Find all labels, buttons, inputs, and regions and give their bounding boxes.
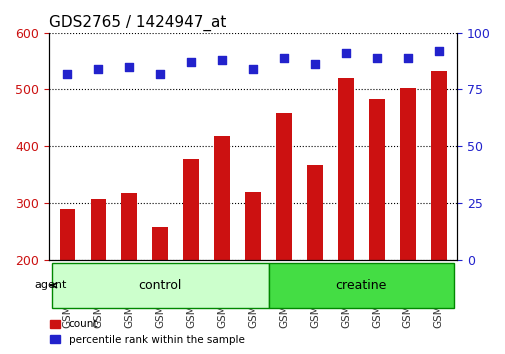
Point (63, 71, 71, 76)
Bar (307, 165, 322, 354)
Bar (214, 136, 229, 354)
Point (403, 55, 411, 61)
Bar (121, 193, 137, 354)
Point (218, 57, 226, 63)
Bar (152, 227, 168, 354)
Text: control: control (138, 279, 181, 292)
Bar (90, 199, 106, 354)
Point (310, 62, 318, 67)
Point (125, 64, 133, 69)
Point (372, 55, 380, 61)
Text: agent: agent (35, 280, 67, 290)
Point (248, 66, 257, 72)
Bar (245, 192, 260, 354)
Point (187, 59, 195, 65)
Bar (430, 71, 446, 354)
Bar (337, 78, 353, 354)
Point (279, 55, 287, 61)
Point (94, 66, 102, 72)
Bar (276, 113, 291, 354)
Text: GDS2765 / 1424947_at: GDS2765 / 1424947_at (48, 15, 226, 31)
Bar (268, 263, 453, 308)
Text: creatine: creatine (335, 279, 386, 292)
Bar (369, 99, 384, 354)
Bar (60, 209, 75, 354)
Point (434, 48, 442, 53)
Point (156, 71, 164, 76)
Bar (399, 88, 415, 354)
Legend: count, percentile rank within the sample: count, percentile rank within the sample (45, 315, 248, 349)
Point (341, 50, 349, 56)
Bar (183, 159, 198, 354)
Bar (52, 263, 268, 308)
